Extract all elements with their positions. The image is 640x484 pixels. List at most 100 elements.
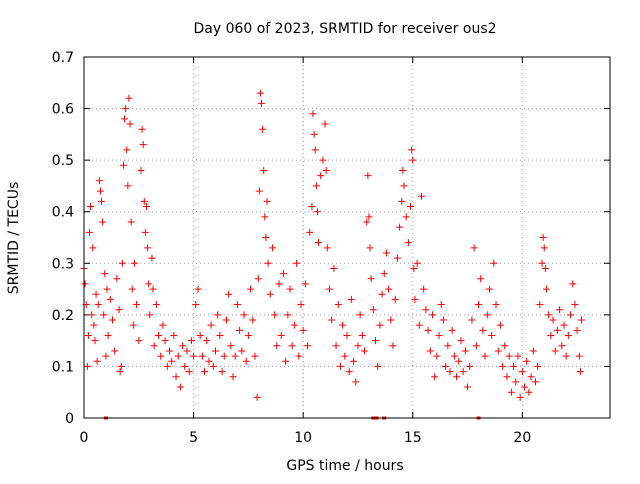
data-point — [187, 337, 195, 345]
data-point — [567, 311, 575, 319]
data-point — [313, 208, 321, 216]
x-tick-label: 20 — [513, 430, 531, 446]
data-point — [93, 357, 101, 365]
data-point — [393, 254, 401, 262]
data-point — [382, 249, 390, 257]
data-point — [374, 362, 382, 370]
data-point — [505, 352, 513, 360]
y-tick-label: 0.4 — [52, 205, 74, 221]
data-point — [146, 311, 154, 319]
data-point — [525, 388, 533, 396]
data-point — [128, 285, 136, 293]
data-point — [398, 197, 406, 205]
data-point — [380, 270, 388, 278]
data-point — [396, 223, 404, 231]
data-point — [410, 264, 418, 272]
data-point — [534, 362, 542, 370]
data-point — [468, 316, 476, 324]
data-point — [319, 156, 327, 164]
data-point — [477, 275, 485, 283]
data-point — [418, 192, 426, 200]
data-point — [258, 99, 266, 107]
data-point — [240, 311, 248, 319]
data-point — [94, 301, 102, 309]
x-axis-title: GPS time / hours — [286, 458, 403, 474]
data-point — [201, 368, 209, 376]
data-point — [290, 321, 298, 329]
data-point — [404, 239, 412, 247]
data-point — [91, 337, 99, 345]
data-point — [569, 280, 577, 288]
data-point — [141, 228, 149, 236]
y-tick-label: 0.1 — [52, 359, 74, 375]
data-point — [104, 331, 112, 339]
data-point — [376, 321, 384, 329]
data-point — [315, 239, 323, 247]
data-point — [203, 337, 211, 345]
data-point — [503, 373, 511, 381]
data-point — [516, 393, 524, 401]
data-point — [415, 321, 423, 329]
data-point — [212, 347, 219, 355]
data-point — [207, 321, 215, 329]
data-point — [450, 352, 458, 360]
data-point — [125, 94, 133, 102]
data-point — [371, 337, 379, 345]
plot-frame — [83, 56, 611, 419]
data-point — [538, 259, 546, 267]
data-point — [391, 295, 399, 303]
data-point — [142, 203, 150, 211]
data-point — [426, 347, 434, 355]
data-point — [311, 146, 319, 154]
data-point — [157, 352, 165, 360]
data-point — [288, 342, 296, 350]
data-point — [312, 182, 320, 190]
ticks-layer: 0 0.1 0.2 0.3 0.4 0.5 0.6 0.7 0 5 10 15 20 — [52, 50, 610, 446]
data-point — [322, 166, 330, 174]
data-point — [185, 368, 193, 376]
data-point — [251, 352, 259, 360]
data-point — [259, 125, 267, 133]
data-point — [159, 321, 167, 329]
data-point — [88, 311, 96, 319]
data-point — [260, 166, 268, 174]
data-point — [106, 295, 114, 303]
data-point — [448, 326, 456, 334]
data-point — [439, 316, 447, 324]
data-point — [209, 362, 217, 370]
data-point — [365, 213, 373, 221]
data-point — [81, 280, 89, 288]
data-point — [501, 342, 509, 350]
data-point — [179, 342, 187, 350]
data-point — [236, 326, 244, 334]
data-point — [494, 347, 502, 355]
data-point — [575, 352, 583, 360]
data-point — [385, 285, 393, 293]
data-point — [161, 337, 169, 345]
data-point — [547, 331, 555, 339]
data-point — [523, 357, 531, 365]
data-point — [435, 331, 443, 339]
data-point — [343, 331, 351, 339]
data-point — [308, 203, 316, 211]
data-point — [284, 311, 292, 319]
data-point — [183, 347, 191, 355]
data-point — [293, 259, 301, 267]
data-point — [233, 301, 241, 309]
data-point — [155, 331, 163, 339]
data-point — [176, 383, 184, 391]
data-point — [87, 203, 95, 211]
data-point — [172, 373, 180, 381]
data-point — [483, 311, 491, 319]
data-points — [80, 89, 586, 401]
data-point — [108, 316, 116, 324]
data-point — [514, 352, 522, 360]
data-point — [459, 368, 467, 376]
data-point — [198, 352, 206, 360]
data-point — [174, 352, 182, 360]
data-point — [231, 352, 239, 360]
data-point — [411, 295, 419, 303]
data-point — [266, 290, 274, 298]
data-point — [518, 368, 526, 376]
